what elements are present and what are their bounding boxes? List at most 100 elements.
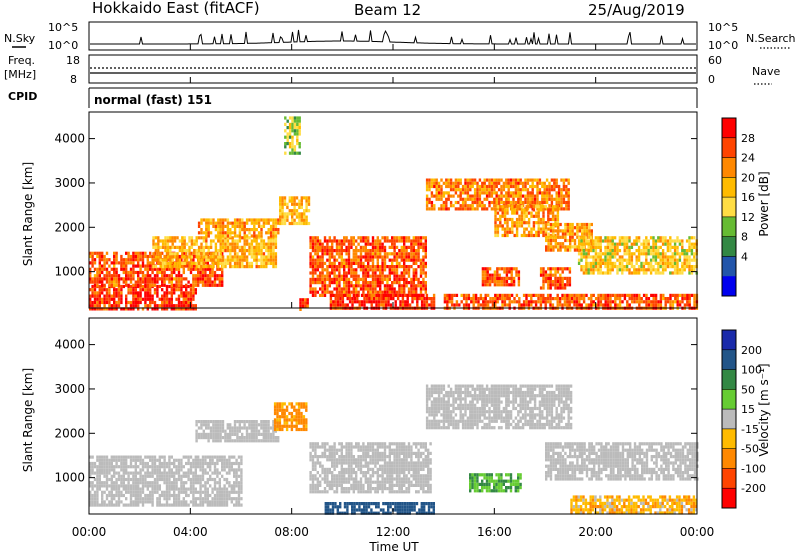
data-cell-1 — [204, 277, 206, 280]
data-cell-2 — [174, 246, 176, 249]
data-cell-0 — [183, 475, 185, 478]
data-cell-8 — [383, 297, 385, 300]
data-cell-9 — [527, 191, 529, 194]
data-cell-15 — [494, 297, 496, 300]
data-cell-12 — [674, 239, 676, 242]
data-cell-1 — [123, 258, 125, 261]
data-cell-1 — [118, 261, 120, 264]
data-cell-3 — [212, 218, 214, 221]
data-cell-2 — [253, 246, 255, 249]
data-cell-15 — [518, 303, 520, 306]
data-cell-9 — [558, 198, 560, 201]
data-cell-9 — [512, 195, 514, 198]
data-cell-12 — [693, 259, 695, 262]
data-cell-15 — [590, 297, 592, 300]
data-cell-2 — [179, 265, 181, 268]
data-cell-7 — [343, 275, 345, 278]
data-cell-9 — [481, 188, 483, 191]
data-cell-9 — [512, 179, 514, 182]
data-cell-12 — [619, 239, 621, 242]
data-cell-8 — [361, 303, 363, 306]
data-cell-1 — [211, 271, 213, 274]
data-cell-5 — [296, 152, 298, 155]
data-cell-7 — [360, 284, 362, 287]
data-cell-0 — [101, 462, 103, 465]
data-cell-15 — [465, 294, 467, 297]
data-cell-7 — [384, 259, 386, 262]
data-cell-11 — [586, 233, 588, 236]
data-cell-1 — [207, 277, 209, 280]
data-cell-2 — [239, 239, 241, 242]
data-cell-0 — [151, 497, 153, 500]
data-cell-15 — [485, 294, 487, 297]
data-cell-7 — [403, 249, 405, 252]
data-cell-9 — [438, 191, 440, 194]
data-cell-1 — [125, 265, 127, 268]
data-cell-0 — [166, 494, 168, 497]
data-cell-0 — [149, 475, 151, 478]
data-cell-7 — [321, 268, 323, 271]
data-cell-7 — [417, 284, 419, 287]
data-cell-7 — [420, 262, 422, 265]
data-cell-2 — [268, 259, 270, 262]
data-cell-0 — [106, 468, 108, 471]
data-cell-12 — [628, 262, 630, 265]
data-cell-2 — [184, 255, 186, 258]
data-cell-15 — [607, 294, 609, 297]
data-cell-10 — [552, 215, 554, 218]
data-cell-9 — [440, 179, 442, 182]
data-cell-10 — [506, 231, 508, 234]
data-cell-7 — [338, 271, 340, 274]
data-cell-2 — [184, 236, 186, 239]
data-cell-7 — [372, 291, 374, 294]
data-cell-13 — [496, 274, 498, 277]
data-cell-0 — [175, 304, 177, 307]
data-cell-12 — [657, 246, 659, 249]
data-cell-0 — [91, 494, 93, 497]
data-cell-11 — [581, 233, 583, 236]
data-cell-0 — [163, 472, 165, 475]
data-cell-10 — [542, 212, 544, 215]
data-cell-4 — [298, 222, 300, 225]
data-cell-9 — [544, 198, 546, 201]
data-cell-9 — [486, 198, 488, 201]
data-cell-7 — [408, 259, 410, 262]
data-cell-0 — [156, 488, 158, 491]
data-cell-0 — [115, 488, 117, 491]
data-cell-10 — [502, 228, 504, 231]
data-cell-12 — [604, 249, 606, 252]
data-cell-7 — [391, 284, 393, 287]
data-cell-0 — [108, 500, 110, 503]
data-cell-7 — [422, 262, 424, 265]
data-cell-1 — [154, 277, 156, 280]
data-cell-9 — [563, 185, 565, 188]
data-cell-7 — [372, 265, 374, 268]
data-cell-9 — [472, 195, 474, 198]
data-cell-7 — [389, 284, 391, 287]
data-cell-7 — [374, 249, 376, 252]
data-cell-8 — [433, 294, 435, 297]
data-cell-2 — [227, 249, 229, 252]
data-cell-2 — [205, 243, 207, 246]
data-cell-12 — [681, 265, 683, 268]
data-cell-11 — [545, 249, 547, 252]
data-cell-1 — [209, 284, 211, 287]
data-cell-12 — [592, 255, 594, 258]
data-cell-0 — [226, 497, 228, 500]
data-cell-0 — [151, 494, 153, 497]
data-cell-2 — [239, 262, 241, 265]
data-cell-0 — [214, 500, 216, 503]
data-cell-7 — [425, 271, 427, 274]
data-cell-9 — [558, 188, 560, 191]
data-cell-8 — [347, 294, 349, 297]
data-cell-3 — [260, 225, 262, 228]
data-cell-12 — [674, 262, 676, 265]
data-cell-0 — [171, 472, 173, 475]
data-cell-1 — [190, 271, 192, 274]
data-cell-0 — [183, 465, 185, 468]
data-cell-0 — [180, 484, 182, 487]
data-cell-7 — [362, 281, 364, 284]
data-cell-12 — [626, 262, 628, 265]
data-cell-12 — [691, 246, 693, 249]
data-cell-12 — [590, 236, 592, 239]
